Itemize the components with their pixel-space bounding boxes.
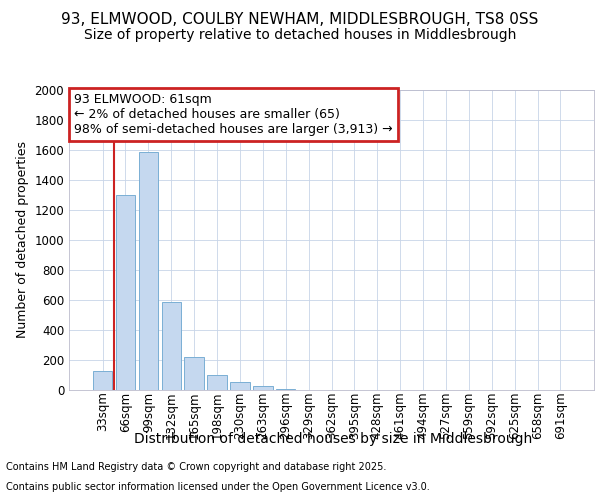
Bar [139, 152, 158, 390]
Bar [253, 386, 272, 390]
Bar [276, 389, 295, 390]
Text: Contains public sector information licensed under the Open Government Licence v3: Contains public sector information licen… [6, 482, 430, 492]
Bar [116, 195, 135, 390]
Text: Contains HM Land Registry data © Crown copyright and database right 2025.: Contains HM Land Registry data © Crown c… [6, 462, 386, 472]
Y-axis label: Number of detached properties: Number of detached properties [16, 142, 29, 338]
Text: Size of property relative to detached houses in Middlesbrough: Size of property relative to detached ho… [84, 28, 516, 42]
Bar [208, 375, 227, 390]
Bar [161, 302, 181, 390]
Text: 93 ELMWOOD: 61sqm
← 2% of detached houses are smaller (65)
98% of semi-detached : 93 ELMWOOD: 61sqm ← 2% of detached house… [74, 93, 393, 136]
Text: Distribution of detached houses by size in Middlesbrough: Distribution of detached houses by size … [134, 432, 532, 446]
Bar [230, 382, 250, 390]
Bar [184, 357, 204, 390]
Bar [93, 370, 112, 390]
Text: 93, ELMWOOD, COULBY NEWHAM, MIDDLESBROUGH, TS8 0SS: 93, ELMWOOD, COULBY NEWHAM, MIDDLESBROUG… [61, 12, 539, 28]
